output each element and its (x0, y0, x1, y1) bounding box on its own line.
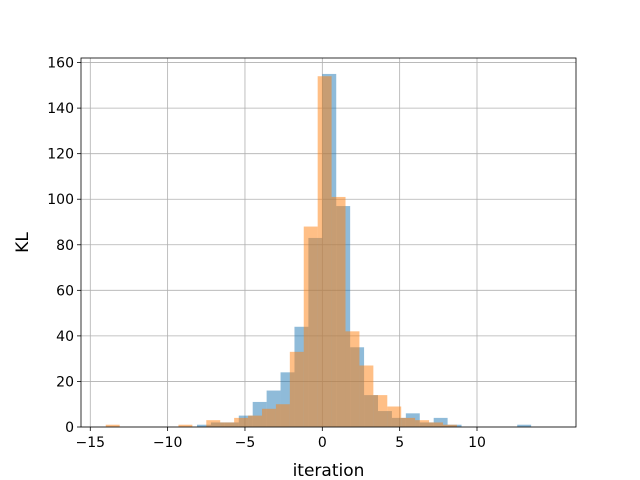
histogram-bar (517, 424, 532, 427)
histogram-bar (345, 331, 360, 427)
histogram-bar (220, 422, 235, 427)
histogram-bar (387, 406, 402, 427)
y-tick-label: 60 (56, 283, 74, 299)
y-tick-label: 120 (47, 147, 74, 163)
bars (105, 73, 532, 427)
histogram-bar (275, 404, 290, 427)
histogram-bar (197, 424, 211, 427)
y-tick-label: 20 (56, 374, 74, 390)
x-axis-label: iteration (293, 461, 365, 480)
x-tick-label: 10 (468, 435, 486, 451)
histogram-bar (261, 408, 276, 427)
histogram-bar (317, 76, 332, 427)
y-tick-label: 140 (47, 101, 74, 117)
x-tick-label: −10 (153, 435, 183, 451)
series-2 (105, 76, 457, 427)
x-tick-label: 5 (395, 435, 404, 451)
histogram-bar (289, 351, 304, 427)
y-tick-label: 100 (47, 192, 74, 208)
histogram-bar (206, 420, 221, 427)
histogram-bar (331, 196, 346, 427)
x-tick-label: −5 (235, 435, 256, 451)
histogram-bar (401, 417, 416, 427)
y-tick-label: 160 (47, 56, 74, 72)
histogram-bar (248, 415, 262, 427)
x-tick-label: −15 (76, 435, 106, 451)
histogram-bar (429, 422, 443, 427)
y-axis-label: KL (13, 232, 33, 253)
histogram-bar (373, 395, 388, 427)
histogram-bar (105, 424, 120, 427)
histogram-bar (359, 365, 374, 427)
histogram-bar (234, 417, 249, 427)
histogram-bar (178, 424, 193, 427)
histogram-bar (415, 420, 430, 427)
x-axis-ticks: −15 −10 −5 0 5 10 (76, 427, 486, 451)
y-axis-ticks: 0 20 40 60 80 100 120 140 160 (47, 56, 81, 436)
histogram-bar (442, 424, 457, 427)
plot-frame (80, 57, 577, 428)
y-tick-label: 40 (56, 329, 74, 345)
x-tick-label: 0 (318, 435, 327, 451)
y-tick-label: 0 (65, 420, 74, 436)
histogram-bar (303, 226, 318, 427)
y-tick-label: 80 (56, 238, 74, 254)
